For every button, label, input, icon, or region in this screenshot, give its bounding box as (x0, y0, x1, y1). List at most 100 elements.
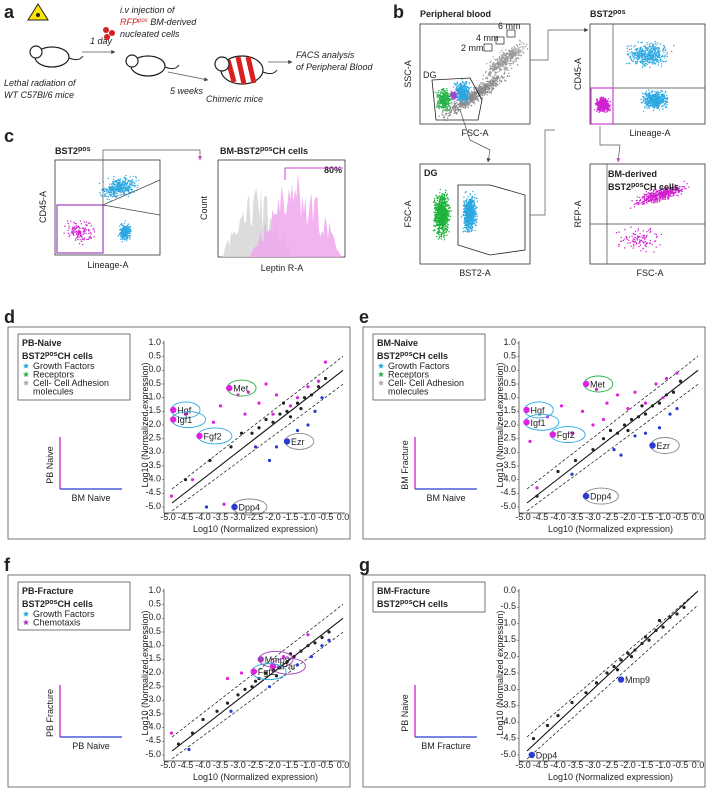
cytometry-event (436, 92, 438, 94)
cytometry-event (437, 197, 440, 199)
cytometry-event (453, 104, 456, 107)
cytometry-event (463, 222, 465, 224)
cytometry-event (453, 92, 456, 94)
cytometry-event (470, 221, 472, 223)
cytometry-event (457, 103, 459, 105)
cytometry-event (437, 104, 439, 106)
cytometry-event (446, 91, 448, 93)
cytometry-event (439, 224, 441, 226)
cytometry-event (466, 229, 469, 232)
cytometry-event (442, 212, 444, 214)
cytometry-event (469, 212, 471, 215)
cytometry-event (450, 110, 453, 112)
cytometry-event (491, 89, 493, 91)
cytometry-event (652, 202, 655, 204)
cytometry-event (467, 225, 469, 227)
cytometry-event (497, 66, 499, 69)
cytometry-event (507, 56, 510, 58)
cytometry-event (657, 64, 659, 66)
cytometry-event (437, 203, 439, 205)
cytometry-event (468, 203, 470, 206)
cytometry-event (663, 188, 665, 190)
cytometry-event (649, 92, 651, 95)
cytometry-event (656, 92, 658, 95)
cytometry-event (631, 200, 633, 202)
cytometry-event (488, 75, 491, 77)
cytometry-event (648, 59, 651, 61)
cytometry-event (641, 102, 644, 104)
cytometry-event (449, 107, 451, 109)
caption: of Peripheral Blood (296, 62, 374, 72)
cytometry-event (467, 215, 470, 218)
axis-label: RFP-A (573, 201, 583, 228)
cytometry-event (486, 80, 488, 83)
cytometry-event (601, 99, 603, 102)
cytometry-event (504, 71, 506, 73)
cytometry-event (600, 99, 602, 101)
cytometry-event (500, 69, 502, 71)
cytometry-event (602, 104, 604, 107)
cytometry-event (650, 97, 653, 99)
cytometry-event (456, 83, 458, 85)
cytometry-event (688, 186, 690, 188)
cytometry-event (458, 87, 461, 90)
cytometry-event (646, 55, 648, 58)
cytometry-event (480, 86, 483, 88)
cytometry-event (434, 204, 436, 206)
cytometry-event (463, 83, 465, 85)
cytometry-event (461, 81, 463, 83)
cytometry-event (634, 48, 637, 51)
cytometry-event (451, 97, 453, 99)
cytometry-event (447, 204, 449, 206)
cytometry-event (477, 86, 480, 89)
cytometry-event (438, 227, 440, 229)
cytometry-event (602, 98, 605, 100)
cytometry-event (442, 102, 444, 105)
cytometry-event (460, 96, 463, 98)
cytometry-event (480, 82, 482, 84)
cytometry-event (446, 98, 448, 100)
cytometry-event (498, 55, 501, 58)
cytometry-event (442, 114, 444, 116)
cytometry-event (462, 85, 464, 88)
cytometry-event (445, 92, 448, 95)
cytometry-event (607, 103, 610, 105)
cytometry-event (662, 99, 664, 101)
cytometry-event (487, 87, 490, 89)
cytometry-event (466, 205, 468, 208)
cytometry-event (457, 106, 459, 108)
cytometry-event (438, 200, 440, 203)
cytometry-event (462, 89, 464, 91)
cytometry-event (445, 202, 447, 204)
cytometry-event (608, 109, 610, 111)
cytometry-event (511, 47, 513, 49)
cytometry-event (438, 203, 441, 205)
cytometry-event (499, 59, 501, 61)
cytometry-event (666, 101, 668, 103)
cytometry-event (488, 85, 490, 87)
cytometry-event (463, 208, 465, 211)
cytometry-event (604, 108, 606, 110)
cytometry-event (673, 44, 675, 47)
cytometry-event (441, 113, 443, 115)
cytometry-event (662, 48, 665, 51)
cytometry-event (449, 98, 451, 100)
cytometry-event (644, 106, 646, 108)
title-part: BST2 (55, 146, 78, 156)
cytometry-event (461, 90, 463, 93)
cytometry-event (440, 226, 442, 229)
cytometry-event (481, 82, 483, 84)
cytometry-event (470, 93, 472, 95)
cytometry-event (442, 216, 444, 219)
cytometry-event (465, 226, 467, 228)
cytometry-event (640, 50, 642, 52)
cytometry-event (640, 98, 642, 101)
cytometry-event (467, 104, 469, 107)
panel-letter: c (4, 126, 14, 146)
event-cloud (432, 188, 452, 241)
cytometry-event (498, 68, 501, 71)
cytometry-event (513, 60, 515, 63)
cytometry-event (662, 93, 664, 95)
cytometry-event (650, 42, 652, 45)
cytometry-event (504, 69, 506, 71)
